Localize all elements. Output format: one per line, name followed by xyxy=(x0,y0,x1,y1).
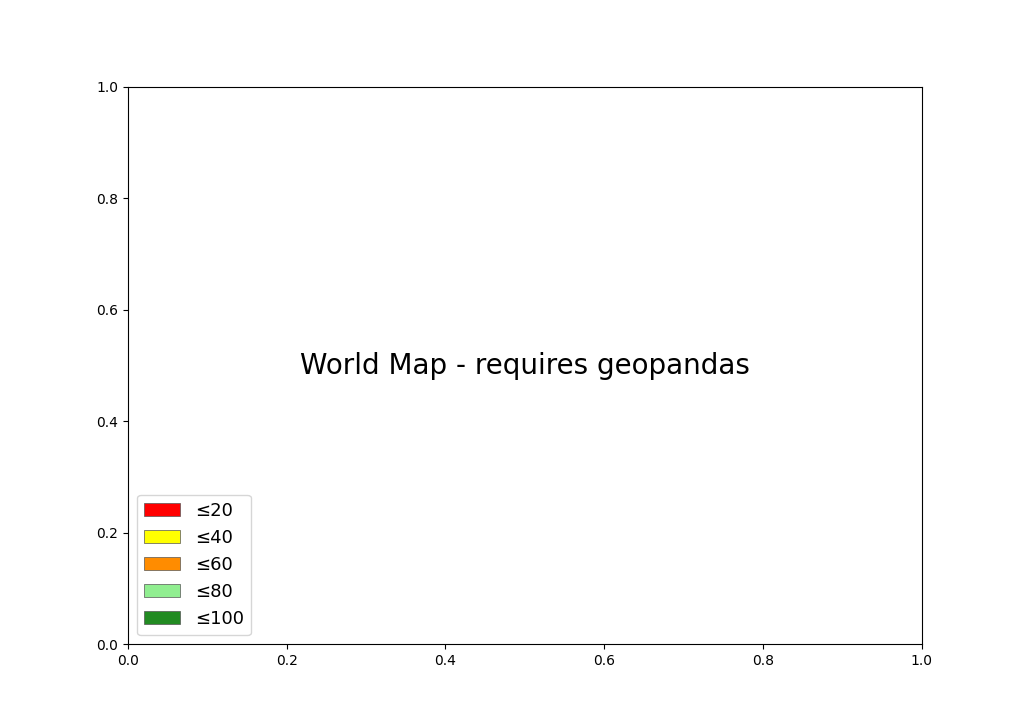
Text: World Map - requires geopandas: World Map - requires geopandas xyxy=(300,352,750,379)
Legend: ≤20, ≤40, ≤60, ≤80, ≤100: ≤20, ≤40, ≤60, ≤80, ≤100 xyxy=(137,494,251,636)
